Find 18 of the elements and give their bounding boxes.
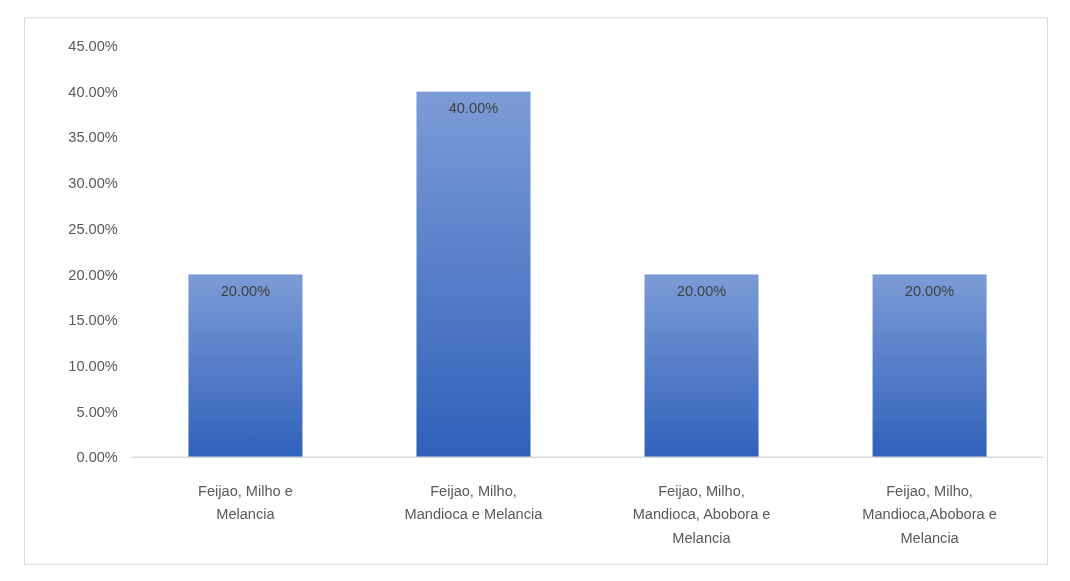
y-tick-label: 45.00%	[68, 38, 118, 55]
data-label: 20.00%	[676, 282, 727, 299]
y-tick-label: 25.00%	[68, 220, 118, 237]
data-label: 20.00%	[220, 282, 271, 299]
y-tick-label: 30.00%	[68, 175, 118, 192]
y-tick-label: 40.00%	[68, 83, 118, 100]
x-tick-label: Feijao, Milho, Mandioca, Abobora e Melancia	[632, 483, 771, 546]
x-tick-label: Feijao, Milho, Mandioca,Abobora e Melancia	[862, 483, 997, 546]
y-tick-label: 15.00%	[68, 312, 118, 329]
y-tick-label: 5.00%	[76, 403, 118, 420]
x-tick-label: Feijao, Milho e Melancia	[198, 483, 293, 523]
data-label: 40.00%	[448, 100, 499, 117]
y-tick-label: 20.00%	[68, 266, 118, 283]
data-label: 20.00%	[904, 282, 955, 299]
y-tick-label: 10.00%	[68, 357, 118, 374]
y-tick-label: 35.00%	[68, 129, 118, 146]
x-tick-label: Feijao, Milho, Mandioca e Melancia	[404, 483, 544, 523]
y-tick-label: 0.00%	[76, 449, 118, 466]
